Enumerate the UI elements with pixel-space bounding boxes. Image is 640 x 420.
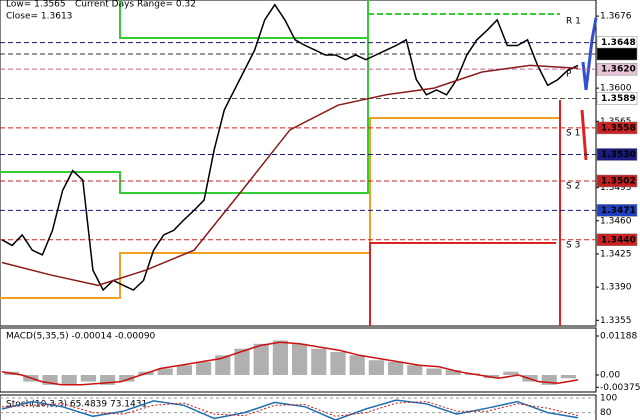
macd-bar (215, 355, 231, 375)
price-tag (596, 174, 638, 188)
macd-bar (388, 361, 404, 375)
macd-tick-label: -0.00375 (600, 383, 640, 393)
macd-bar (330, 352, 346, 375)
macd-bar (407, 365, 423, 375)
stoch-tick-label: 100 (600, 393, 617, 403)
stoch-tick-label: 80 (600, 408, 612, 418)
series-line (1, 3, 579, 292)
series-line (1, 64, 579, 287)
macd-bar (541, 374, 557, 385)
macd-bar (272, 340, 288, 375)
macd-bar (426, 368, 442, 375)
y-tick-label: 1.3390 (600, 283, 632, 293)
macd-bar (503, 371, 519, 375)
macd-bar (100, 374, 116, 385)
macd-bar (80, 374, 96, 382)
projection-arrow (581, 17, 598, 91)
price-tag (596, 62, 638, 76)
y-tick-label: 1.3460 (600, 216, 632, 226)
macd-bar (253, 343, 269, 375)
level-label: R 1 (566, 17, 581, 27)
stoch-title: Stoch(10,3,3) 65.4839 73.1431 (6, 400, 147, 410)
level-label: S 2 (566, 182, 580, 192)
price-tag-label: 1.3530 (601, 150, 636, 160)
price-tag-label: 1.3648 (601, 38, 636, 48)
macd-bar (445, 370, 461, 375)
price-tag (596, 47, 638, 61)
level-label: S 1 (566, 128, 580, 138)
main-panel (0, 0, 597, 327)
macd-tick-label: 0.00 (600, 370, 620, 380)
macd-bar (42, 374, 58, 385)
macd-bar (234, 348, 250, 375)
series-line (1, 401, 579, 417)
price-tag-label: 1.3502 (601, 177, 636, 187)
macd-bar (176, 365, 192, 375)
level-label: P (566, 70, 572, 80)
macd-bar (560, 374, 576, 379)
macd-bar (157, 368, 173, 375)
macd-bar (311, 348, 327, 375)
green-step (0, 0, 369, 194)
price-tag-label: 1.3620 (601, 65, 636, 75)
price-tag-label: 1.3440 (601, 235, 636, 245)
macd-bar (61, 374, 77, 385)
macd-bar (196, 361, 212, 375)
y-tick-label: 1.3600 (600, 84, 632, 94)
macd-bar (349, 355, 365, 375)
price-tag (596, 204, 638, 217)
info-low: Low= 1.3565 (6, 0, 66, 10)
price-tag-label: 1.3636 (601, 50, 636, 60)
y-tick-label: 1.3355 (600, 316, 632, 326)
price-tag (596, 121, 638, 135)
level-label: S 3 (566, 240, 580, 250)
projection-arrow (580, 109, 588, 161)
orange-step (0, 117, 560, 299)
y-tick-label: 1.3425 (600, 249, 632, 259)
y-tick-label: 1.3495 (600, 183, 632, 193)
macd-title: MACD(5,35,5) -0.00014 -0.00090 (6, 332, 156, 342)
green-step (119, 0, 368, 39)
series-line (1, 341, 579, 386)
price-tag-label: 1.3471 (601, 206, 636, 216)
red-step (369, 242, 556, 326)
price-tag (596, 233, 638, 247)
info-range: Current Days Range= 0.32 (75, 0, 196, 10)
macd-tick-label: 0.01188 (600, 332, 637, 342)
macd-bar (292, 343, 308, 375)
price-tag-label: 1.3558 (601, 123, 636, 133)
price-tag-label: 1.3589 (601, 94, 636, 104)
price-tag (596, 148, 638, 161)
pivot-steps (0, 0, 561, 326)
info-close: Close= 1.3613 (6, 12, 72, 22)
macd-bar (368, 360, 384, 375)
price-tag (596, 92, 638, 105)
series-line (1, 399, 579, 420)
y-tick-label: 1.3676 (600, 12, 632, 22)
macd-bar (119, 374, 135, 382)
